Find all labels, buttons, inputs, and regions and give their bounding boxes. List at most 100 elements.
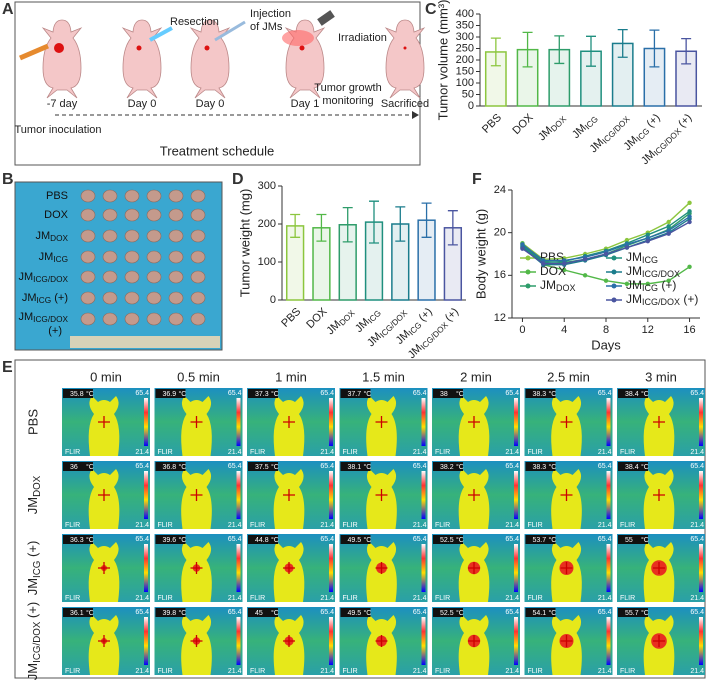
crosshair: [560, 416, 573, 428]
temp-box: [340, 608, 371, 617]
x-tick-label: 12: [642, 324, 654, 336]
thermal-image: 37.3 °C 65.4 21.4 FLIR: [247, 388, 335, 456]
y-tick-label: 0: [468, 100, 474, 112]
x-tick-label: JMICG: [353, 306, 383, 336]
crosshair: [375, 562, 388, 574]
x-tick-label: PBS: [279, 306, 303, 330]
photo-row-label: (+): [48, 325, 62, 337]
tumor-sample: [102, 270, 118, 284]
scale-max: 65.4: [135, 463, 149, 470]
temp-value: 49.5: [348, 537, 362, 544]
scale-min: 21.4: [690, 449, 704, 456]
caption: Treatment schedule: [160, 143, 274, 158]
tumor-sample: [80, 189, 96, 203]
tumor-sample: [80, 312, 96, 326]
mouse-body: [121, 19, 163, 99]
brand: FLIR: [435, 449, 450, 456]
row-label: JMDOX: [25, 475, 42, 514]
scale-min: 21.4: [320, 595, 334, 602]
brand: FLIR: [528, 595, 543, 602]
thermal-image: 39.8 °C 65.4 21.4 FLIR: [154, 607, 243, 675]
brand: FLIR: [158, 595, 173, 602]
scale-min: 21.4: [690, 668, 704, 675]
color-scale: [514, 398, 518, 446]
column-label: 3 min: [645, 369, 677, 384]
tumor-sample: [124, 270, 140, 284]
crosshair: [375, 416, 388, 428]
tumor: [299, 45, 305, 51]
temp-unit: °C: [179, 609, 187, 617]
thermal-image: 38.3 °C 65.4 21.4 FLIR: [524, 461, 613, 529]
scale-min: 21.4: [413, 522, 427, 529]
brand: FLIR: [250, 595, 265, 602]
crosshair: [653, 416, 665, 428]
crosshair: [190, 489, 203, 501]
temp-unit: °C: [86, 463, 94, 471]
scale-max: 65.4: [505, 390, 519, 397]
scale-min: 21.4: [413, 449, 427, 456]
point: [541, 258, 546, 263]
tumor-sample: [168, 189, 184, 203]
column-label: 0 min: [90, 369, 122, 384]
point: [603, 251, 609, 257]
tumor-sample: [146, 270, 162, 284]
error-bar: [681, 37, 692, 65]
scale-max: 65.4: [598, 609, 612, 616]
y-axis-label: Tumor weight (mg): [237, 189, 252, 298]
temp-box: [155, 535, 186, 544]
temp-unit: °C: [271, 390, 279, 398]
legend-label: JMICG/DOX: [626, 264, 680, 279]
scale-max: 65.4: [690, 536, 704, 543]
tumor: [403, 46, 407, 50]
point: [666, 228, 671, 233]
tumor-sample: [190, 291, 206, 305]
crosshair: [283, 562, 295, 574]
tumor: [136, 45, 142, 51]
tumor-sample: [190, 312, 206, 326]
tumor-sample: [102, 312, 118, 326]
scale-min: 21.4: [690, 595, 704, 602]
temp-unit: °C: [271, 536, 279, 544]
tumor-sample: [124, 250, 140, 264]
color-scale: [699, 544, 703, 592]
color-scale: [699, 398, 703, 446]
temp-unit: °C: [364, 609, 372, 617]
point: [687, 200, 692, 205]
tumor-sample: [80, 229, 96, 243]
tumor-sample: [80, 208, 96, 222]
crosshair: [190, 635, 203, 647]
temp-value: 52.5: [440, 537, 454, 544]
panel-label: F: [472, 171, 482, 188]
temp-value: 38.1: [348, 464, 362, 471]
point: [687, 219, 692, 225]
temp-box: [618, 535, 648, 544]
scale-max: 65.4: [228, 390, 242, 397]
scale-max: 65.4: [320, 390, 334, 397]
thermal-image: 54.1 °C 65.4 21.4 FLIR: [524, 607, 613, 675]
crosshair: [283, 635, 295, 647]
point: [603, 278, 609, 283]
temp-box: [63, 535, 93, 544]
thermal-image: 53.7 °C 65.4 21.4 FLIR: [524, 534, 613, 602]
crosshair: [190, 562, 203, 574]
scale-max: 65.4: [413, 390, 427, 397]
laser-spot: [282, 30, 314, 46]
tumor-sample: [168, 291, 184, 305]
scale-max: 65.4: [505, 536, 519, 543]
legend-label: DOX: [540, 264, 566, 278]
scale-max: 65.4: [135, 609, 149, 616]
thermal-image: 38 °C 65.4 21.4 FLIR: [432, 388, 520, 456]
brand: FLIR: [343, 668, 358, 675]
temp-unit: °C: [456, 390, 464, 398]
legend-marker: [611, 269, 617, 275]
brand: FLIR: [435, 522, 450, 529]
y-tick-label: 100: [258, 256, 276, 268]
crosshair: [653, 489, 665, 501]
color-scale: [421, 617, 426, 665]
temp-value: 49.5: [348, 610, 362, 617]
temp-unit: °C: [271, 609, 279, 617]
brand: FLIR: [65, 449, 80, 456]
temp-unit: °C: [549, 390, 557, 398]
temp-box: [340, 389, 371, 398]
